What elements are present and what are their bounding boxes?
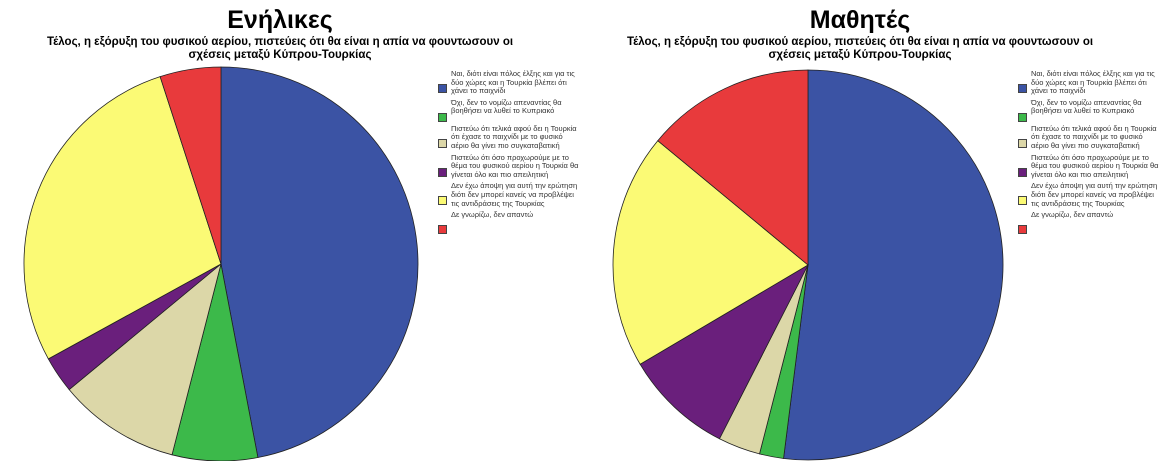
legend-label: Πιστεύω ότι τελικά αφού δει η Τουρκία ότ… (1031, 123, 1157, 150)
legend-swatch (438, 112, 447, 122)
chart-title: Ενήλικες (227, 6, 333, 34)
pie-slice (657, 69, 809, 266)
legend-swatch (1018, 196, 1027, 206)
legend-item: Πιστεύω ότι τελικά αφού δει η Τουρκία ότ… (438, 123, 580, 151)
legend-swatch (1018, 167, 1027, 177)
legend: Ναι, διότι είναι πόλος έλξης και για τις… (438, 69, 580, 237)
legend-swatch (438, 167, 447, 177)
legend-label: Δε γνωρίζω, δεν απαντώ (1031, 210, 1114, 220)
legend-label: Όχι, δεν το νομίζω απεναντίας θα βοηθήσε… (451, 97, 562, 116)
chart-panel-adults: Ενήλικες Τέλος, η εξόρυξη του φυσικού αε… (23, 6, 580, 461)
legend-label: Όχι, δεν το νομίζω απεναντίας θα βοηθήσε… (1031, 97, 1142, 116)
legend-swatch (1018, 112, 1027, 122)
legend-label: Δε γνωρίζω, δεν απαντώ (451, 210, 534, 220)
legend-item: Πιστεύω ότι όσο προχωρούμε με το θέμα το… (438, 152, 580, 180)
legend-label: Δεν έχω άποψη για αυτή την ερώτηση διότι… (451, 181, 578, 208)
legend-swatch (1018, 84, 1027, 93)
legend-item: Όχι, δεν το νομίζω απεναντίας θα βοηθήσε… (1018, 97, 1160, 122)
chart-panel-students: Μαθητές Τέλος, η εξόρυξη του φυσικού αερ… (580, 0, 1160, 461)
chart-title: Μαθητές (809, 6, 911, 34)
legend-label: Δεν έχω άποψη για αυτή την ερώτηση διότι… (1031, 181, 1158, 208)
pie-slice (23, 76, 222, 360)
pie-slice (612, 140, 809, 365)
pie-slice (783, 69, 1004, 461)
legend-swatch (438, 138, 447, 148)
legend-swatch (1018, 138, 1027, 148)
legend: Ναι, διότι είναι πόλος έλξης και για τις… (1018, 69, 1160, 237)
legend-item: Δεν έχω άποψη για αυτή την ερώτηση διότι… (438, 182, 580, 208)
chart-subtitle: Τέλος, η εξόρυξη του φυσικού αερίου, πισ… (626, 36, 1094, 61)
legend-item: Πιστεύω ότι τελικά αφού δει η Τουρκία ότ… (1018, 123, 1160, 151)
legend-label: Πιστεύω ότι τελικά αφού δει η Τουρκία ότ… (451, 123, 577, 150)
pie-slice (220, 66, 419, 458)
pie-chart (612, 69, 1004, 461)
pie-chart (23, 66, 419, 461)
legend-item: Όχι, δεν το νομίζω απεναντίας θα βοηθήσε… (438, 97, 580, 122)
legend-item: Ναι, διότι είναι πόλος έλξης και για τις… (1018, 69, 1160, 96)
legend-item: Δεν έχω άποψη για αυτή την ερώτηση διότι… (1018, 182, 1160, 208)
legend-swatch (438, 196, 447, 206)
legend-item: Ναι, διότι είναι πόλος έλξης και για τις… (438, 69, 580, 96)
legend-label: Ναι, διότι είναι πόλος έλξης και για τις… (451, 69, 575, 96)
pie-slice (68, 262, 222, 456)
legend-swatch (1018, 225, 1027, 235)
legend-item: Πιστεύω ότι όσο προχωρούμε με το θέμα το… (1018, 152, 1160, 180)
pie-slice (159, 66, 222, 265)
legend-label: Ναι, διότι είναι πόλος έλξης και για τις… (1031, 69, 1155, 96)
legend-item: Δε γνωρίζω, δεν απαντώ (438, 210, 580, 235)
legend-label: Πιστεύω ότι όσο προχωρούμε με το θέμα το… (451, 152, 579, 179)
legend-label: Πιστεύω ότι όσο προχωρούμε με το θέμα το… (1031, 152, 1159, 179)
chart-subtitle: Τέλος, η εξόρυξη του φυσικού αερίου, πισ… (46, 36, 514, 61)
pie-slice (639, 263, 809, 440)
legend-swatch (438, 84, 447, 93)
legend-swatch (438, 225, 447, 235)
legend-item: Δε γνωρίζω, δεν απαντώ (1018, 210, 1160, 235)
